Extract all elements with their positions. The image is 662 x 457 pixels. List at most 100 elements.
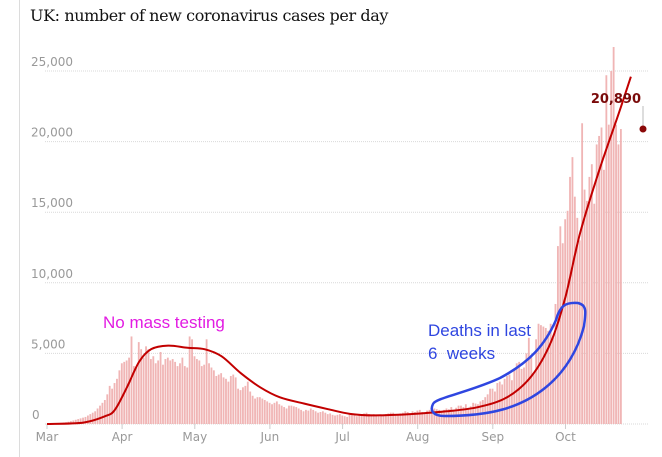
bar	[452, 410, 455, 424]
bar	[353, 414, 356, 424]
bar	[537, 323, 540, 424]
bar	[375, 415, 378, 424]
bar	[341, 415, 344, 424]
bar	[273, 402, 276, 424]
bar	[343, 416, 346, 424]
bar	[300, 409, 303, 424]
bar	[103, 399, 106, 424]
bar	[358, 415, 361, 424]
bar	[174, 361, 177, 424]
bar	[237, 388, 240, 424]
x-tick-label: May	[182, 430, 207, 444]
bar	[215, 375, 218, 424]
latest-value-label: 20,890	[591, 92, 641, 107]
bar	[532, 373, 535, 424]
bar	[186, 367, 189, 424]
bar	[586, 200, 588, 424]
bar	[220, 373, 223, 424]
bar	[581, 123, 584, 424]
annotation-no-mass-testing: No mass testing	[103, 313, 225, 332]
bar	[154, 363, 157, 424]
bar	[164, 359, 167, 424]
bar	[166, 357, 169, 424]
bar	[593, 203, 596, 424]
bar	[275, 401, 278, 424]
bar	[389, 412, 392, 424]
bar	[89, 414, 92, 424]
bar	[615, 124, 617, 424]
bar	[549, 323, 552, 424]
bar	[74, 419, 77, 424]
y-axis-ticks: 0 5,000 10,000 15,000 20,000 25,000	[31, 55, 73, 422]
bar	[157, 360, 160, 424]
bar	[72, 420, 75, 424]
bar	[440, 411, 443, 424]
bar	[491, 388, 494, 424]
y-tick-label: 5,000	[31, 337, 65, 351]
bar	[530, 356, 533, 424]
bar	[370, 414, 373, 424]
bar	[510, 380, 513, 424]
bar	[612, 46, 615, 424]
bar	[200, 366, 203, 424]
bar	[302, 411, 305, 424]
bar	[556, 246, 559, 424]
bar	[113, 383, 116, 424]
bar	[617, 144, 620, 424]
bar	[244, 385, 247, 424]
bar	[116, 378, 118, 424]
bar	[256, 397, 259, 424]
bar	[503, 378, 506, 424]
bar	[227, 381, 230, 424]
bar	[251, 395, 254, 424]
bar	[319, 411, 322, 424]
bar	[355, 416, 358, 424]
bar	[554, 303, 557, 424]
bar	[84, 416, 87, 424]
bar	[329, 413, 332, 424]
bar	[258, 397, 261, 424]
bar	[106, 394, 109, 424]
bar	[239, 390, 242, 424]
bar	[540, 325, 542, 424]
bar	[365, 412, 368, 424]
bar	[229, 375, 232, 424]
bar	[387, 413, 390, 424]
bar	[351, 414, 353, 424]
bar	[309, 408, 312, 424]
bar	[346, 416, 349, 424]
bar	[418, 409, 421, 424]
bar	[169, 360, 172, 424]
bar	[414, 411, 416, 424]
bar	[397, 414, 399, 424]
bar	[472, 402, 475, 424]
bar	[208, 363, 210, 424]
bar	[133, 366, 135, 424]
bar	[288, 405, 290, 424]
bar	[348, 414, 351, 424]
bar	[576, 217, 579, 424]
bar	[305, 409, 307, 424]
bar	[290, 405, 293, 424]
bar	[433, 408, 436, 424]
bar	[380, 415, 382, 424]
y-tick-label: 10,000	[31, 267, 73, 281]
bar	[363, 413, 365, 424]
bar	[527, 337, 530, 424]
x-tick-label: Mar	[36, 430, 59, 444]
bar	[108, 385, 111, 424]
bar	[254, 398, 256, 424]
bar	[261, 398, 264, 424]
bar	[295, 407, 298, 424]
bar	[268, 402, 271, 424]
bar	[203, 364, 206, 424]
bar	[520, 368, 523, 424]
x-tick-label: Aug	[406, 430, 429, 444]
bar	[610, 71, 613, 424]
bar	[486, 394, 489, 424]
bar	[193, 356, 196, 424]
bar	[179, 363, 181, 424]
bar	[484, 397, 487, 424]
chart-title: UK: number of new coronavirus cases per …	[30, 6, 389, 25]
